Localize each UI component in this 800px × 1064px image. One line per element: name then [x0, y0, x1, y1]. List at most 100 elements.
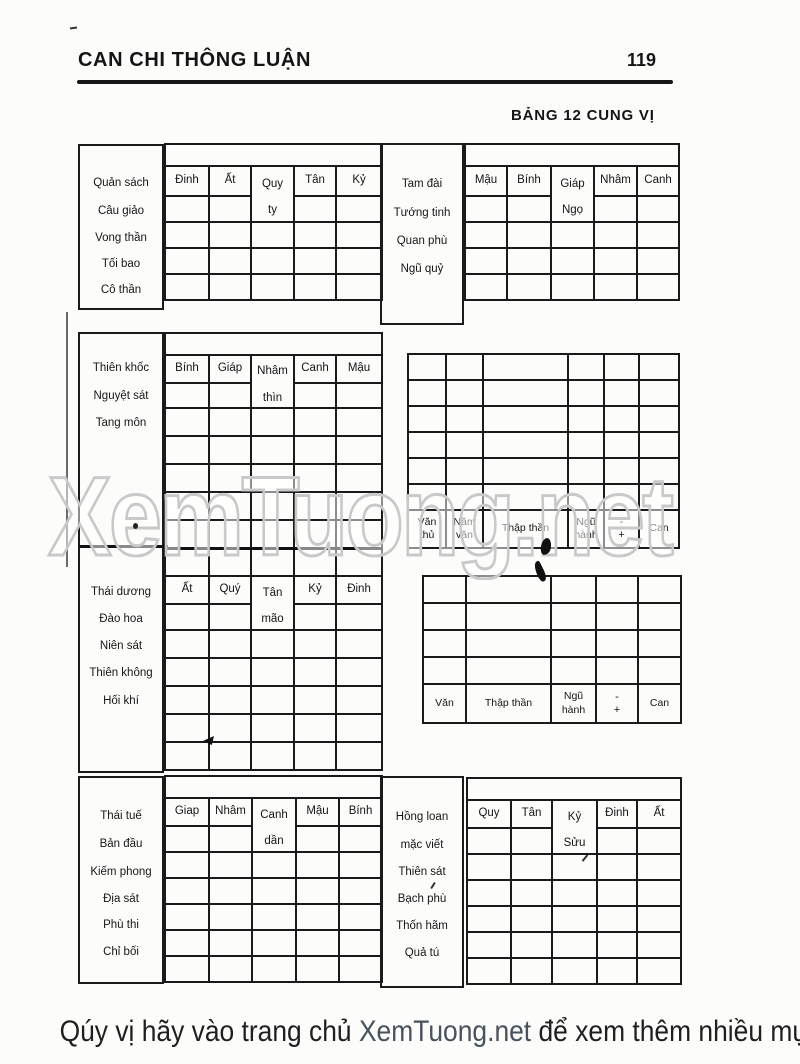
branch-value: ty — [268, 204, 277, 216]
grid-cell — [551, 905, 598, 933]
grid-cell — [164, 929, 210, 957]
grid-cell — [208, 657, 252, 687]
row-label: Bạch phù — [397, 893, 447, 905]
page-crease — [66, 312, 68, 567]
grid-cell — [567, 353, 605, 381]
grid-cell — [250, 463, 295, 493]
col-header: Kỷ — [334, 165, 384, 197]
grid-cell — [465, 629, 552, 658]
grid-cell — [250, 685, 295, 715]
row-label: Thiên sát — [398, 866, 446, 878]
footer-col-label: Can — [638, 509, 680, 549]
row-label: Ngũ quỷ — [400, 263, 444, 275]
grid-cell — [250, 221, 295, 249]
grid-cell — [164, 741, 210, 771]
grid-cell — [482, 457, 569, 485]
labels-hong-loan: Hồng loan mặc viết Thiên sát Bạch phù Th… — [380, 776, 464, 988]
grid-cell — [603, 457, 640, 485]
grid-cell — [603, 483, 640, 511]
row-label: Thiên không — [89, 667, 153, 679]
grid-cell — [334, 713, 384, 743]
grid-cell — [567, 457, 605, 485]
grid-cell — [638, 431, 680, 459]
grid-cell — [407, 431, 447, 459]
col-header: Giáp — [208, 354, 252, 384]
grid-cell — [334, 685, 384, 715]
grid-cell — [596, 827, 638, 855]
grid-cell — [635, 247, 681, 275]
grid-cell — [407, 457, 447, 485]
col-header: Nhâm — [208, 797, 253, 827]
table-caption: BẢNG 12 CUNG VỊ — [511, 107, 655, 124]
minus-plus-cell: - + — [603, 509, 640, 549]
table-thai-tue: Giap Nhâm Canh dần Mậu Bính — [163, 775, 384, 983]
row-label: Hồng loan — [395, 811, 449, 823]
grid-cell — [595, 602, 639, 631]
row-label: Tam đài — [401, 178, 443, 190]
grid-cell — [422, 575, 467, 604]
grid-cell — [635, 879, 683, 907]
grid-cell — [164, 657, 210, 687]
grid-cell — [164, 713, 210, 743]
grid-cell — [295, 825, 340, 853]
grid-cell — [251, 903, 297, 931]
footer-brand-link[interactable]: XemTuong.net — [358, 1015, 532, 1048]
grid-cell — [422, 629, 467, 658]
grid-cell — [595, 629, 639, 658]
col-header: Canh — [635, 165, 681, 197]
grid-cell — [208, 407, 252, 437]
col-header: Mậu — [464, 165, 508, 197]
grid-cell — [251, 877, 297, 905]
grid-cell — [635, 905, 683, 933]
grid-cell — [466, 853, 512, 881]
grid-cell — [293, 247, 337, 275]
grid-cell — [208, 221, 252, 249]
table-quan-sach: Đinh Ất Quy ty Tân Kỷ — [163, 143, 384, 301]
grid-cell — [208, 463, 252, 493]
labels-thai-tue: Thái tuế Bản đầu Kiếm phong Địa sát Phù … — [78, 776, 164, 984]
grid-cell — [164, 603, 210, 631]
grid-cell — [208, 382, 252, 409]
grid-cell — [293, 221, 337, 249]
grid-cell — [464, 221, 508, 249]
grid-cell — [510, 931, 553, 959]
grid-cell — [506, 195, 552, 223]
labels-tam-dai: Tam đài Tướng tinh Quan phù Ngũ quỷ — [380, 143, 464, 325]
row-label: Địa sát — [103, 893, 139, 905]
grid-cell — [603, 405, 640, 433]
col-header: Ất — [208, 165, 252, 197]
grid-cell — [593, 195, 638, 223]
row-label: Hối khí — [103, 695, 139, 707]
header-rule — [77, 80, 673, 84]
grid-cell — [510, 879, 553, 907]
grid-cell — [337, 903, 384, 931]
row-label: Đào hoa — [99, 613, 143, 625]
grid-cell — [208, 519, 252, 550]
col-header: Mậu — [334, 354, 384, 384]
footer-col-label: Ngũ hành — [567, 509, 605, 549]
col-header-with-branch: Kỷ Sửu — [551, 799, 598, 855]
grid-cell — [551, 853, 598, 881]
grid-cell — [567, 483, 605, 511]
top-strip-cell — [163, 332, 384, 356]
grid-cell — [638, 379, 680, 407]
col-header-with-branch: Canh dần — [251, 797, 297, 853]
grid-cell — [466, 931, 512, 959]
grid-cell — [510, 827, 553, 855]
grid-cell — [466, 879, 512, 907]
grid-cell — [164, 273, 210, 301]
row-label: Bản đầu — [99, 838, 143, 850]
grid-cell — [637, 575, 682, 604]
grid-cell — [482, 405, 569, 433]
row-label: Thái dương — [91, 586, 151, 598]
grid-cell — [251, 955, 297, 983]
grid-cell — [164, 382, 210, 409]
grid-cell — [337, 929, 384, 957]
footer-col-label: Ngũ hành — [550, 683, 597, 724]
col-header: Đinh — [334, 575, 384, 605]
top-strip-cell — [463, 143, 681, 167]
grid-cell — [250, 247, 295, 275]
col-header-with-branch: Quy ty — [250, 165, 295, 223]
grid-cell — [635, 957, 683, 985]
